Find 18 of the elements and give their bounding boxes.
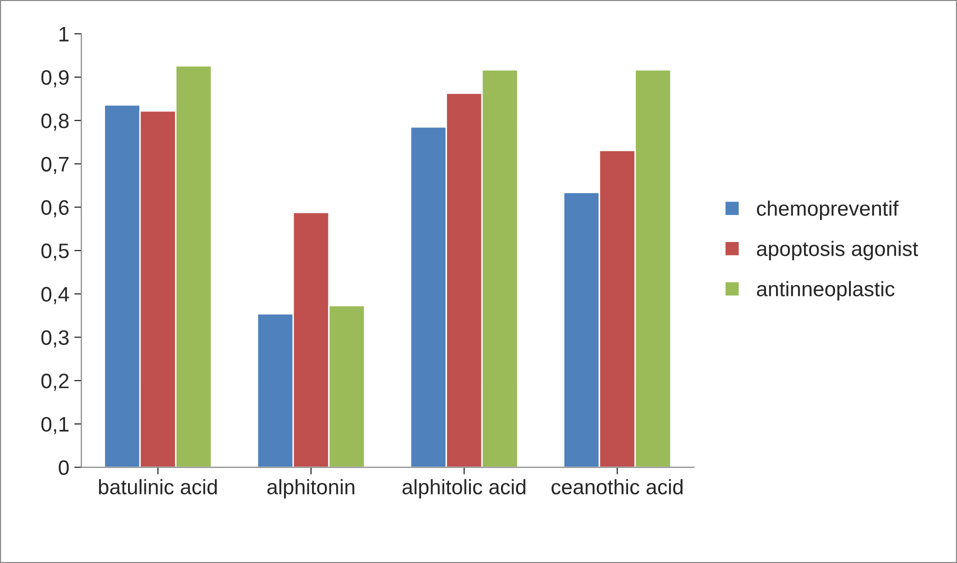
x-tick-label: ceanothic acid	[552, 479, 683, 494]
x-tick-label: batulinic acid	[99, 479, 217, 494]
x-tick-label: alphitonin	[267, 479, 354, 499]
y-tick-label: 0,6	[41, 200, 69, 218]
y-tick-label: 0	[58, 460, 69, 476]
y-tick-label: 0,7	[41, 156, 68, 174]
y-tick-label: 0,4	[41, 286, 69, 304]
legend-label: chemopreventif	[756, 200, 899, 220]
y-tick-label: 0,8	[41, 113, 69, 131]
legend-label: antinneoplastic	[756, 281, 895, 300]
y-tick-label: 1	[60, 26, 69, 42]
y-tick-label: 0,1	[41, 416, 69, 434]
y-tick-label: 0,9	[41, 70, 69, 88]
legend-label: apoptosis agonist	[756, 240, 918, 260]
y-tick-label: 0,3	[41, 330, 69, 348]
x-tick-label: alphitolic acid	[402, 479, 526, 499]
y-tick-label: 0,2	[41, 374, 68, 391]
y-tick-label: 0,5	[41, 244, 69, 261]
